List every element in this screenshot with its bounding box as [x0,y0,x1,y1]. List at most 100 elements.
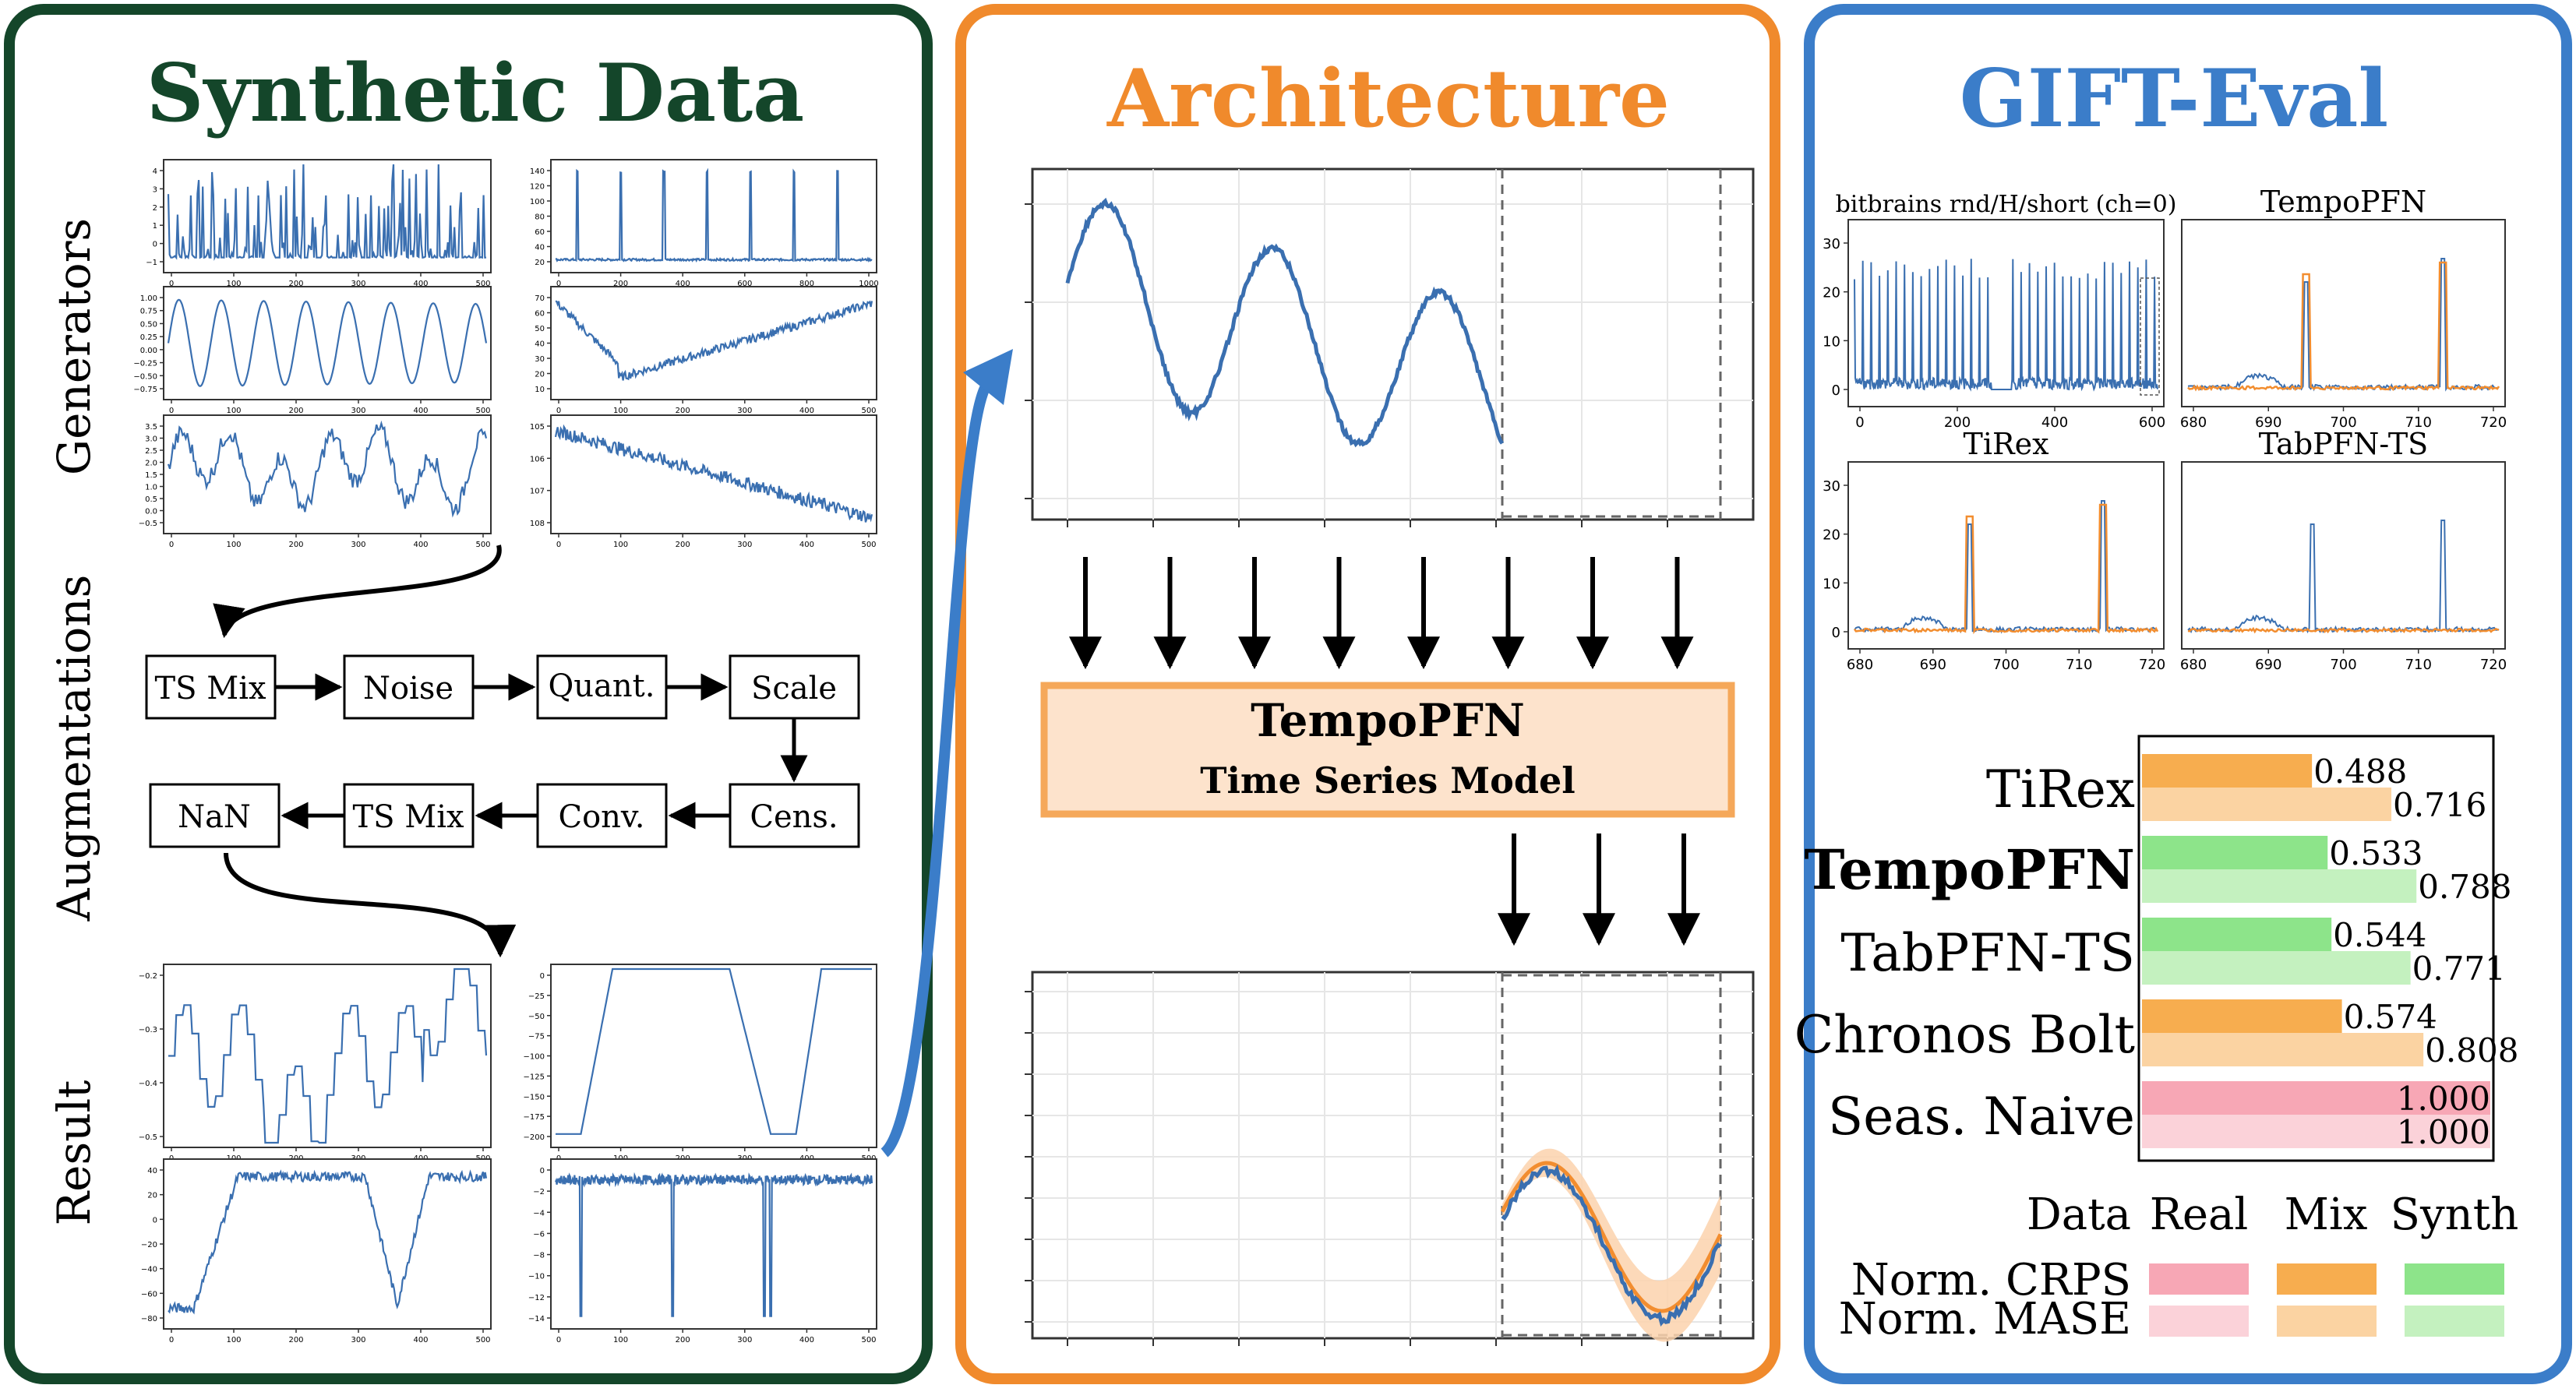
tick-label: 108 [530,520,545,528]
legend-header-mix: Mix [2285,1189,2368,1240]
tick-label: 690 [2255,414,2281,431]
tick-label: 680 [2180,657,2207,673]
tick-label: 100 [226,541,241,549]
tick-label: 80 [535,213,545,222]
tick-label: 30 [1823,478,1840,495]
tick-label: 400 [799,1336,814,1344]
tick-label: −25 [528,992,545,1001]
tick-label: 0 [1832,382,1840,399]
input-plot-frame [1031,167,1755,521]
tick-label: −0.3 [139,1026,157,1034]
tick-label: 0 [556,407,561,415]
tick-label: 120 [530,183,545,192]
pipeline-box-conv: Conv. [536,783,668,848]
tick-label: 400 [2041,414,2068,431]
tick-label: 0.25 [140,333,157,342]
gift-plot-title: bitbrains rnd/H/short (ch=0) [1836,191,2177,218]
tick-label: 3.5 [145,423,157,432]
tick-label: 0.50 [140,320,157,329]
tick-label: −150 [524,1093,545,1101]
tick-label: 720 [2480,657,2507,673]
tick-label: −175 [524,1113,545,1122]
tick-label: −0.50 [133,372,157,381]
architecture-forecast-plot [1025,971,1755,1346]
gift-history-series [1854,259,2158,392]
svg-text:Noise: Noise [363,671,453,707]
architecture-panel: Architecture TempoPFN Time Series Model [955,4,1780,1384]
generator-series-1 [167,164,486,261]
gift-plot-2: TempoPFN 680 690 700 710 720 [2180,185,2507,431]
tick-label: 100 [613,407,628,415]
legend-swatch-synth-crps [2405,1263,2504,1295]
result-series-4 [554,1172,873,1317]
tick-label: 100 [613,1336,628,1344]
tick-label: 0 [169,541,174,549]
tick-label: 30 [535,355,545,364]
legend-swatch-mix-mase [2277,1306,2377,1337]
tick-label: 720 [2480,414,2507,431]
bar-value-label: 0.716 [2393,786,2486,824]
tick-label: −0.25 [133,360,157,368]
tick-label: 1000 [859,280,878,288]
tick-label: 600 [737,280,752,288]
bar-value-label: 1.000 [2397,1113,2490,1151]
tick-label: 0 [540,1167,545,1175]
tick-label: 0 [1832,625,1840,641]
tick-label: 710 [2405,414,2432,431]
tick-label: 40 [535,244,545,252]
blue-link-arrowhead [963,349,1013,405]
result-plot-2: 0−25−50−75−100−125−150−175−2000100200300… [524,964,877,1163]
tick-label: 1 [153,222,157,231]
tick-label: 700 [1992,657,2019,673]
svg-text:NaN: NaN [178,799,251,835]
generator-series-3 [167,298,488,388]
forecast-actual-line [1501,1164,1722,1327]
bar-value-label: 0.488 [2313,752,2407,791]
tick-label: 60 [535,310,545,319]
svg-text:Cens.: Cens. [750,799,838,835]
forecast-uncertainty-band [1502,1148,1720,1342]
bar-value-label: 0.771 [2412,950,2506,988]
pipeline-box-quant: Quant. [536,654,668,720]
tick-label: 0 [153,1216,157,1225]
legend-header-real: Real [2150,1189,2249,1240]
generator-plot-6: 105 106 107 108 0 100 200 300 400 500 [530,414,877,549]
bar-category-label: Seas. Naive [1828,1087,2135,1147]
tick-label: 30 [1823,236,1840,252]
side-label-augmentations: Augmentations [48,575,101,922]
tick-label: 3 [153,185,157,194]
tick-label: −80 [141,1315,157,1323]
architecture-output-arrows [1498,833,1700,946]
gift-plot-4: TabPFN-TS 680 690 700 710 720 [2180,427,2507,673]
tick-label: 0 [556,541,561,549]
svg-text:Scale: Scale [751,671,837,707]
generator-plot-3: 1.00 0.75 0.50 0.25 0.00 −0.25 −0.50 −0.75 0 100 2… [133,286,492,415]
tick-label: 70 [535,294,545,303]
architecture-title: Architecture [1106,52,1670,146]
tick-label: 10 [1823,576,1840,592]
gift-forecast-series [1853,503,2159,635]
tick-label: 200 [1944,414,1971,431]
tick-label: −20 [141,1241,157,1249]
tick-label: 500 [475,280,490,288]
bar-value-label: 1.000 [2397,1080,2490,1118]
generator-series-6 [554,424,873,523]
bar-crps [2142,999,2342,1033]
generator-plot-5: 3.5 3.0 2.5 2.0 1.5 1.0 0.5 0.0 −0.5 0 100 200 300 40… [139,414,492,549]
bar-category-label: TabPFN-TS [1840,923,2135,983]
gift-eval-title: GIFT-Eval [1960,52,2388,146]
tick-label: 0.00 [140,347,157,355]
tick-label: 60 [535,228,545,237]
tick-label: −0.4 [139,1080,157,1088]
tick-label: 20 [147,1192,157,1200]
tick-label: 105 [530,423,545,432]
bar-crps [2142,836,2328,869]
tick-label: 0 [169,407,174,415]
tick-label: 0 [556,280,561,288]
blue-link-arrow [880,377,994,1158]
tick-label: 500 [861,541,876,549]
pipeline-box-cens: Cens. [729,783,860,848]
